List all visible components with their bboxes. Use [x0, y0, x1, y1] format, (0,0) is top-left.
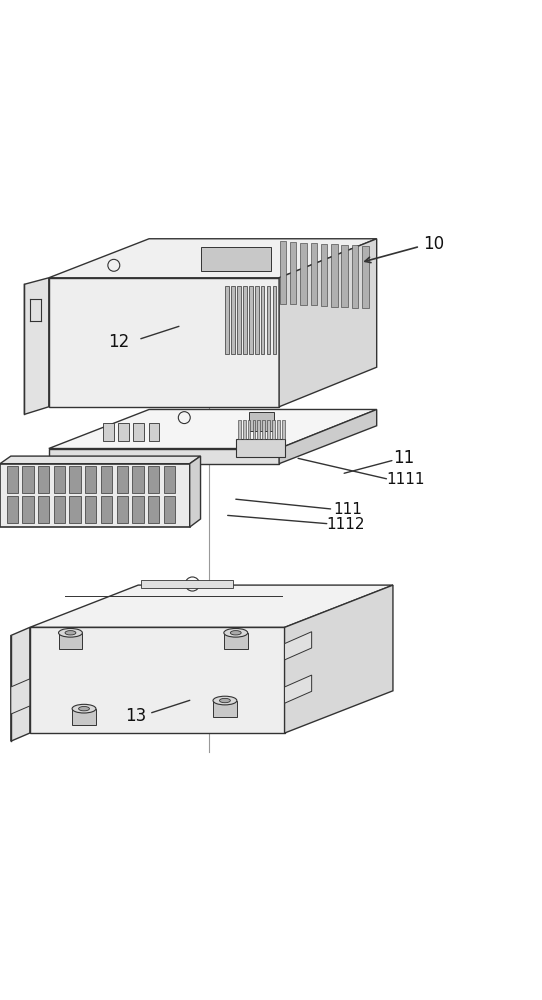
Polygon shape	[85, 466, 96, 493]
Polygon shape	[236, 439, 285, 457]
Polygon shape	[38, 496, 49, 523]
Polygon shape	[282, 420, 285, 439]
Polygon shape	[261, 286, 264, 354]
Polygon shape	[30, 585, 393, 627]
Polygon shape	[257, 420, 260, 439]
Text: 1112: 1112	[326, 517, 365, 532]
Polygon shape	[11, 627, 30, 741]
Text: 111: 111	[333, 502, 363, 517]
Polygon shape	[249, 286, 253, 354]
Polygon shape	[54, 466, 65, 493]
Polygon shape	[148, 466, 159, 493]
Ellipse shape	[220, 698, 230, 703]
Polygon shape	[190, 456, 201, 527]
Polygon shape	[280, 241, 286, 304]
Polygon shape	[59, 633, 82, 649]
Polygon shape	[311, 243, 317, 305]
Polygon shape	[103, 423, 114, 441]
Polygon shape	[273, 286, 276, 354]
Polygon shape	[279, 239, 377, 407]
Ellipse shape	[230, 631, 241, 635]
Polygon shape	[225, 286, 229, 354]
Polygon shape	[38, 466, 49, 493]
Polygon shape	[249, 412, 274, 431]
Polygon shape	[262, 420, 265, 439]
Polygon shape	[272, 420, 275, 439]
Polygon shape	[7, 496, 18, 523]
Polygon shape	[238, 420, 241, 439]
Polygon shape	[141, 580, 233, 588]
Polygon shape	[133, 423, 144, 441]
Polygon shape	[164, 496, 175, 523]
Polygon shape	[24, 278, 49, 414]
Polygon shape	[49, 278, 279, 407]
Polygon shape	[285, 632, 312, 660]
Polygon shape	[255, 286, 259, 354]
Polygon shape	[7, 466, 18, 493]
Polygon shape	[49, 449, 279, 464]
Polygon shape	[362, 246, 369, 308]
Polygon shape	[201, 247, 271, 271]
Polygon shape	[49, 409, 377, 449]
Polygon shape	[300, 243, 307, 305]
Polygon shape	[237, 286, 241, 354]
Polygon shape	[164, 466, 175, 493]
Polygon shape	[267, 420, 270, 439]
Polygon shape	[243, 286, 247, 354]
Polygon shape	[117, 466, 128, 493]
Polygon shape	[213, 701, 237, 717]
Polygon shape	[285, 585, 393, 733]
Polygon shape	[118, 423, 129, 441]
Text: 13: 13	[125, 707, 146, 725]
Polygon shape	[54, 496, 65, 523]
Ellipse shape	[65, 631, 76, 635]
Polygon shape	[277, 420, 280, 439]
Ellipse shape	[213, 696, 237, 705]
Text: 11: 11	[393, 449, 415, 467]
Polygon shape	[224, 633, 248, 649]
Polygon shape	[85, 496, 96, 523]
Ellipse shape	[59, 628, 82, 637]
Polygon shape	[290, 242, 296, 304]
Polygon shape	[352, 245, 358, 308]
Polygon shape	[285, 675, 312, 703]
Polygon shape	[267, 286, 270, 354]
Text: 10: 10	[423, 235, 444, 253]
Polygon shape	[253, 420, 255, 439]
Polygon shape	[279, 409, 377, 464]
Polygon shape	[22, 466, 34, 493]
Polygon shape	[69, 496, 81, 523]
Polygon shape	[148, 496, 159, 523]
Polygon shape	[149, 423, 159, 441]
Polygon shape	[72, 709, 96, 725]
Polygon shape	[101, 466, 112, 493]
Polygon shape	[11, 679, 30, 714]
Ellipse shape	[79, 707, 89, 711]
Polygon shape	[0, 464, 190, 527]
Polygon shape	[331, 244, 338, 307]
Polygon shape	[132, 496, 144, 523]
Polygon shape	[22, 496, 34, 523]
Polygon shape	[69, 466, 81, 493]
Text: 1111: 1111	[386, 472, 425, 487]
Text: 12: 12	[108, 333, 130, 351]
Polygon shape	[0, 456, 201, 464]
Polygon shape	[49, 239, 377, 278]
Polygon shape	[101, 496, 112, 523]
Polygon shape	[30, 627, 285, 733]
Polygon shape	[321, 244, 327, 306]
Polygon shape	[117, 496, 128, 523]
Polygon shape	[248, 420, 250, 439]
Ellipse shape	[224, 628, 248, 637]
Polygon shape	[132, 466, 144, 493]
Polygon shape	[341, 245, 348, 307]
Ellipse shape	[72, 704, 96, 713]
Polygon shape	[231, 286, 235, 354]
Polygon shape	[243, 420, 246, 439]
